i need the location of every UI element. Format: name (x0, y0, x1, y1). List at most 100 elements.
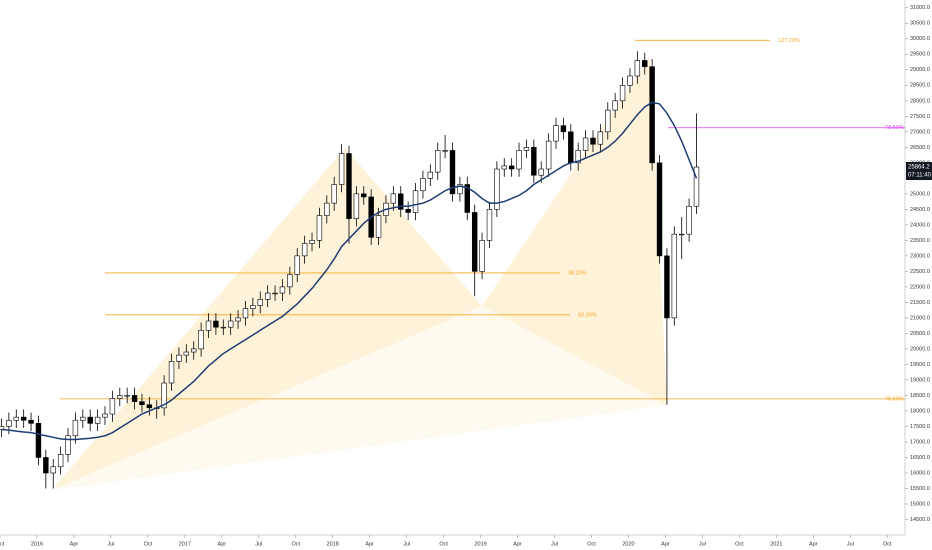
candle-body (87, 416, 93, 424)
y-tick-label: 18500.0 (910, 393, 930, 399)
candle-body (619, 84, 626, 102)
candle-body (398, 193, 404, 210)
x-tick-label: 2016 (31, 541, 43, 547)
candle-body (35, 423, 42, 458)
candle-body (656, 162, 663, 257)
x-tick-label: Jul (551, 541, 558, 547)
candle-body (28, 419, 34, 424)
y-tick-label: 23000.0 (910, 253, 930, 259)
x-tick-label: 2020 (622, 541, 634, 547)
candle-body (582, 137, 589, 151)
x-tick-label: 2018 (327, 541, 339, 547)
candle-body (671, 233, 678, 319)
candle-body (464, 184, 470, 213)
candle-body (449, 150, 456, 195)
y-tick-label: 27000.0 (910, 129, 930, 135)
candle-body (361, 193, 367, 198)
candle-body (420, 178, 426, 192)
pattern-xbd (52, 306, 667, 490)
candle-body (139, 401, 145, 406)
candle-body (523, 147, 530, 151)
y-tick-label: 21500.0 (910, 300, 930, 306)
candle-body (664, 255, 670, 319)
candle-body (427, 171, 434, 179)
y-tick-label: 16500.0 (910, 455, 930, 461)
y-tick-label: 18000.0 (910, 408, 930, 414)
candle-body (457, 184, 463, 195)
axes: 14500.0 15000.0 15500.0 16000.0 16500.0 17000… (0, 5, 932, 547)
candle-body (405, 209, 411, 213)
y-tick-label: 28500.0 (910, 83, 930, 89)
pattern-bcd (482, 57, 667, 405)
candle-body (412, 190, 419, 213)
x-tick-label: Apr (661, 541, 670, 547)
y-tick-label: 29000.0 (910, 67, 930, 73)
candle-body (235, 317, 241, 322)
candle-body (80, 416, 86, 421)
y-tick-label: 14500.0 (910, 517, 930, 523)
candle-body (605, 109, 611, 133)
candle-body (568, 131, 574, 164)
candle-body (442, 150, 448, 152)
candle-body (353, 193, 360, 219)
y-tick-label: 19000.0 (910, 377, 930, 383)
candle-body (375, 215, 382, 238)
candle-body (346, 153, 352, 219)
x-tick-label: Oct (883, 541, 892, 547)
candle-body (264, 292, 271, 300)
candle-body (168, 361, 175, 384)
x-tick-label: Oct (735, 541, 744, 547)
candle-body (272, 292, 278, 295)
x-tick-label: Jul (403, 541, 410, 547)
candle-body (94, 416, 101, 424)
y-tick-label: 25000.0 (910, 191, 930, 197)
y-tick-label: 19500.0 (910, 362, 930, 368)
candle-body (679, 233, 685, 236)
candle-body (634, 60, 641, 77)
candle-body (575, 150, 581, 164)
candle-body (102, 413, 108, 418)
x-tick-label: 2019 (474, 541, 486, 547)
pattern-xab (52, 148, 482, 490)
fib-label: 78.60% (885, 125, 904, 131)
y-tick-label: 27500.0 (910, 114, 930, 120)
y-tick-label: 15000.0 (910, 501, 930, 507)
y-tick-label: 20000.0 (910, 346, 930, 352)
candle-body (471, 212, 478, 272)
y-tick-label: 30000.0 (910, 36, 930, 42)
x-tick-label: Jul (255, 541, 262, 547)
candle-body (331, 184, 337, 204)
x-tick-label: 2017 (179, 541, 191, 547)
y-tick-label: 23500.0 (910, 238, 930, 244)
candle-body (479, 240, 485, 272)
candle-body (13, 416, 19, 421)
x-tick-label: Oct (144, 541, 153, 547)
y-tick-label: 26500.0 (910, 145, 930, 151)
candle-body (0, 426, 5, 430)
candle-body (435, 150, 441, 173)
candle-body (213, 320, 219, 328)
candle-body (390, 193, 397, 204)
candle-body (508, 165, 515, 170)
candles (0, 51, 700, 489)
candle-body (294, 255, 300, 275)
candle-body (205, 320, 212, 331)
candle-body (309, 240, 315, 244)
candle-body (287, 274, 293, 288)
candle-body (545, 140, 552, 170)
candle-body (597, 131, 604, 145)
y-tick-label: 21000.0 (910, 315, 930, 321)
candle-body (124, 395, 130, 397)
y-tick-label: 15500.0 (910, 486, 930, 492)
candle-body (642, 60, 648, 67)
candle-body (494, 168, 500, 210)
x-tick-label: Jul (847, 541, 854, 547)
y-tick-label: 31000.0 (910, 5, 930, 11)
candle-body (50, 466, 56, 474)
x-tick-label: Oct (291, 541, 300, 547)
candle-body (242, 308, 249, 319)
price-tag (906, 162, 932, 181)
candle-body (486, 209, 493, 241)
candle-body (117, 395, 123, 399)
candle-body (109, 398, 116, 415)
